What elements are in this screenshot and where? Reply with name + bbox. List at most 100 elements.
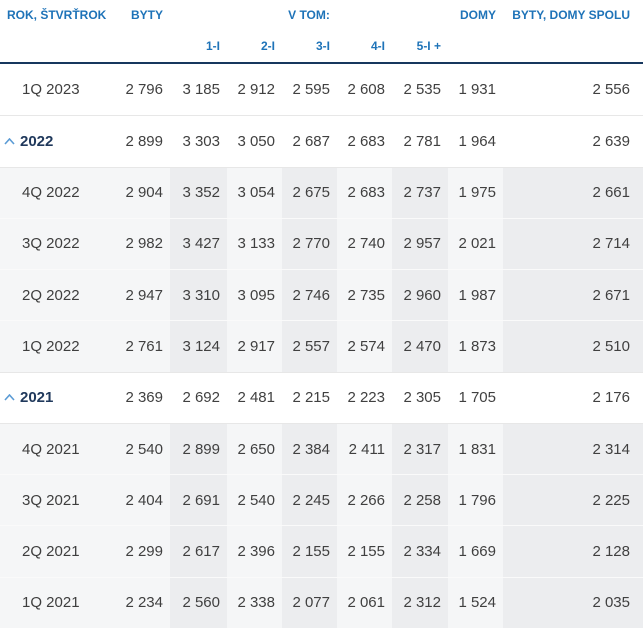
- value-cell: 2 737: [392, 167, 448, 218]
- value-cell: 2 317: [392, 423, 448, 475]
- value-cell: 2 245: [282, 475, 337, 526]
- value-cell: 1 931: [458, 81, 496, 99]
- col-header-1-i[interactable]: 1-I: [205, 39, 220, 53]
- value-cell: 2 557: [282, 321, 337, 372]
- value-cell: 2 595: [292, 81, 330, 99]
- value-cell: 1 975: [458, 184, 496, 202]
- col-header-5-i-plus[interactable]: 5-I +: [416, 39, 441, 53]
- value-cell: 2 560: [170, 577, 227, 628]
- value-cell: 2 746: [282, 270, 337, 321]
- chevron-up-icon[interactable]: [4, 394, 15, 401]
- value-cell: 2 556: [592, 81, 630, 99]
- table-row[interactable]: 4Q 2022 2 904 3 352 3 054 2 675 2 683 2 737 1 9…: [0, 166, 643, 218]
- value-cell: 2 396: [237, 543, 275, 561]
- value-cell: 2 761: [125, 337, 163, 355]
- value-cell: 1 964: [458, 132, 496, 150]
- value-cell: 1 669: [458, 543, 496, 561]
- value-cell: 2 957: [392, 218, 448, 270]
- header-row-main: ROK, ŠTVRŤROK BYTY V TOM: DOMY BYTY, DOM…: [0, 0, 643, 30]
- value-cell: 2 735: [347, 286, 385, 304]
- value-cell: 1 796: [458, 491, 496, 509]
- table-row[interactable]: 3Q 2021 2 404 2 691 2 540 2 245 2 266 2 258 1 7…: [0, 474, 643, 526]
- value-cell: 2 608: [347, 81, 385, 99]
- row-label: 1Q 2023: [0, 64, 113, 115]
- row-label: 4Q 2021: [0, 424, 113, 474]
- value-cell: 2 714: [503, 218, 643, 270]
- row-label: 4Q 2022: [0, 168, 113, 218]
- chevron-up-stroke: [4, 394, 15, 401]
- value-cell: 2 912: [237, 81, 275, 99]
- value-cell: 2 314: [503, 423, 643, 475]
- value-cell: 2 899: [170, 423, 227, 475]
- value-cell: 2 176: [592, 389, 630, 407]
- col-header-rok-stvrtrok[interactable]: ROK, ŠTVRŤROK: [7, 8, 107, 22]
- row-label-text: 1Q 2023: [22, 81, 80, 99]
- value-cell: 1 705: [458, 389, 496, 407]
- value-cell: 2 299: [125, 543, 163, 561]
- value-cell: 2 740: [347, 235, 385, 253]
- value-cell: 3 095: [237, 286, 275, 304]
- table-row[interactable]: 3Q 2022 2 982 3 427 3 133 2 770 2 740 2 957 2 0…: [0, 217, 643, 270]
- value-cell: 2 338: [237, 594, 275, 612]
- value-cell: 2 796: [125, 81, 163, 99]
- table-row[interactable]: 2Q 2021 2 299 2 617 2 396 2 155 2 155 2 334 1 6…: [0, 525, 643, 577]
- value-cell: 2 687: [292, 132, 330, 150]
- table-row[interactable]: 2Q 2022 2 947 3 310 3 095 2 746 2 735 2 960 1 9…: [0, 269, 643, 321]
- col-header-domy[interactable]: DOMY: [460, 8, 496, 22]
- header-row-sub: 1-I 2-I 3-I 4-I 5-I +: [0, 30, 643, 62]
- table-row[interactable]: 1Q 2021 2 234 2 560 2 338 2 077 2 061 2 312 1 5…: [0, 576, 643, 628]
- col-header-2-i[interactable]: 2-I: [260, 39, 275, 53]
- row-label: 1Q 2022: [0, 321, 113, 371]
- table-row[interactable]: 1Q 2023 2 796 3 185 2 912 2 595 2 608 2 535 1 9…: [0, 64, 643, 115]
- row-label: 3Q 2022: [0, 219, 113, 269]
- value-cell: 2 077: [282, 577, 337, 628]
- value-cell: 3 054: [237, 184, 275, 202]
- value-cell: 2 481: [237, 389, 275, 407]
- value-cell: 1 987: [458, 286, 496, 304]
- value-cell: 2 334: [392, 526, 448, 577]
- row-label-text: 2Q 2022: [22, 286, 80, 304]
- value-cell: 3 310: [170, 270, 227, 321]
- col-header-byty-domy-spolu[interactable]: BYTY, DOMY SPOLU: [512, 8, 630, 22]
- table-row[interactable]: 2022 2 899 3 303 3 050 2 687 2 683 2 781 1 964 2…: [0, 115, 643, 166]
- value-cell: 2 312: [392, 577, 448, 628]
- row-label-text: 3Q 2022: [22, 235, 80, 253]
- value-cell: 2 661: [503, 167, 643, 218]
- value-cell: 3 185: [182, 81, 220, 99]
- row-label-text: 1Q 2021: [22, 594, 80, 612]
- value-cell: 2 404: [125, 491, 163, 509]
- value-cell: 2 128: [503, 526, 643, 577]
- table-row[interactable]: 2021 2 369 2 692 2 481 2 215 2 223 2 305 1 705 2…: [0, 371, 643, 423]
- value-cell: 3 303: [182, 132, 220, 150]
- value-cell: 2 225: [503, 475, 643, 526]
- value-cell: 1 873: [458, 337, 496, 355]
- table-row[interactable]: 4Q 2021 2 540 2 899 2 650 2 384 2 411 2 317 1 8…: [0, 422, 643, 475]
- value-cell: 2 258: [392, 475, 448, 526]
- table-body: 1Q 2023 2 796 3 185 2 912 2 595 2 608 2 535 1 9…: [0, 64, 643, 628]
- chevron-up-icon[interactable]: [4, 137, 15, 145]
- col-header-v-tom: V TOM:: [288, 8, 330, 22]
- value-cell: 2 510: [503, 321, 643, 372]
- value-cell: 2 691: [170, 475, 227, 526]
- value-cell: 2 917: [237, 337, 275, 355]
- col-header-byty[interactable]: BYTY: [130, 8, 163, 22]
- value-cell: 2 540: [237, 491, 275, 509]
- value-cell: 2 574: [347, 337, 385, 355]
- value-cell: 2 899: [125, 132, 163, 150]
- table-row[interactable]: 1Q 2022 2 761 3 124 2 917 2 557 2 574 2 470 1 8…: [0, 320, 643, 372]
- row-label: 2Q 2022: [0, 270, 113, 320]
- row-label: 2021: [0, 373, 113, 423]
- value-cell: 2 411: [348, 440, 385, 458]
- value-cell: 2 035: [503, 577, 643, 628]
- col-header-3-i[interactable]: 3-I: [315, 39, 330, 53]
- col-header-4-i[interactable]: 4-I: [370, 39, 385, 53]
- value-cell: 3 050: [237, 132, 275, 150]
- row-label-text: 4Q 2021: [22, 440, 80, 458]
- value-cell: 2 155: [347, 543, 385, 561]
- value-cell: 1 831: [458, 440, 496, 458]
- row-label: 1Q 2021: [0, 578, 113, 628]
- value-cell: 2 683: [347, 132, 385, 150]
- value-cell: 2 470: [392, 321, 448, 372]
- row-label-text: 2Q 2021: [22, 543, 80, 561]
